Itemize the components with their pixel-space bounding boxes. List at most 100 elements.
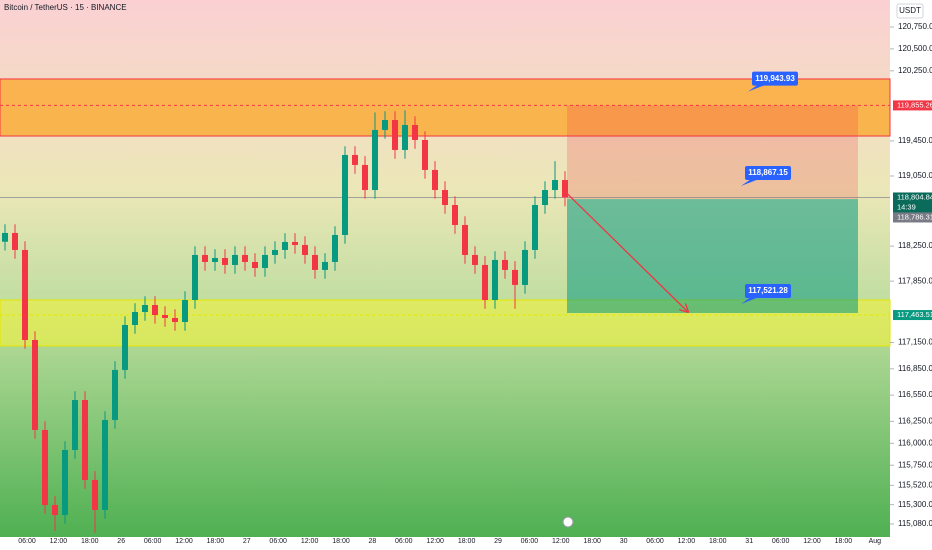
candle-body [432, 169, 438, 191]
candle-body [402, 124, 408, 150]
candle-body [452, 205, 458, 225]
price-tag [893, 212, 932, 223]
currency-box[interactable] [896, 3, 924, 19]
x-tick-label: 12:00 [803, 538, 821, 545]
chart-title: Bitcoin / TetherUS · 15 · BINANCE [4, 3, 127, 12]
x-tick-label: 06:00 [521, 538, 539, 545]
currency: USDT [899, 6, 921, 15]
x-tick-label: 12:00 [678, 538, 696, 545]
candle-body [472, 254, 478, 265]
stop-area [567, 105, 858, 200]
candle-body [412, 124, 418, 140]
y-tick-label: 115,080.00 [898, 519, 932, 528]
callout-tail [748, 84, 766, 92]
zone [0, 78, 891, 137]
x-tick-label: 12:00 [426, 538, 444, 545]
price-axis [890, 0, 932, 550]
x-tick-label: 06:00 [646, 538, 664, 545]
candle-body [232, 254, 238, 265]
candle-body [562, 180, 568, 198]
candle-body [262, 254, 268, 269]
candle-body [302, 244, 308, 255]
candle-body [222, 258, 228, 265]
x-tick-label: 12:00 [301, 538, 319, 545]
price-tag-time: 14:39 [897, 202, 916, 211]
candle-body [542, 190, 548, 206]
x-tick-label: 12:00 [552, 538, 570, 545]
candle-body [142, 305, 148, 313]
x-tick-label: 18:00 [81, 538, 99, 545]
callout-box [745, 283, 791, 298]
candle-body [312, 254, 318, 270]
candle-body [182, 300, 188, 323]
time-axis [0, 537, 890, 550]
x-tick-label: 06:00 [18, 538, 36, 545]
candle-body [12, 232, 18, 250]
callout-tail [741, 179, 759, 187]
x-tick-label: 31 [745, 538, 753, 545]
candle-body [552, 180, 558, 191]
candle-body [122, 324, 128, 370]
callout-box [745, 166, 791, 181]
price-tag [893, 192, 932, 213]
candle-body [282, 241, 288, 250]
candle-body [192, 254, 198, 301]
candle-body [152, 305, 158, 315]
x-tick-label: 29 [494, 538, 502, 545]
x-tick-label: 18:00 [207, 538, 225, 545]
y-tick-label: 120,250.00 [898, 66, 932, 75]
x-tick-label: 30 [620, 538, 628, 545]
candle-body [92, 479, 98, 511]
candle-body [82, 400, 88, 480]
price-tag-label: 118,786.31 [897, 212, 932, 221]
candle-body [372, 129, 378, 191]
y-tick-label: 119,450.00 [898, 136, 932, 145]
x-tick-label: 06:00 [269, 538, 287, 545]
candle-body [42, 429, 48, 506]
target-area [567, 199, 858, 313]
candle-body [162, 314, 168, 318]
x-tick-label: 06:00 [395, 538, 413, 545]
candle-body [322, 261, 328, 270]
candle-body [392, 119, 398, 150]
y-tick-label: 118,250.00 [898, 241, 932, 250]
candle-body [112, 369, 118, 420]
y-tick-label: 116,550.00 [898, 390, 932, 399]
candle-body [492, 259, 498, 301]
y-tick-label: 117,850.00 [898, 276, 932, 285]
candle-body [272, 249, 278, 255]
x-tick-label: Aug [869, 538, 882, 545]
y-tick-label: 116,850.00 [898, 364, 932, 373]
candle-body [462, 224, 468, 255]
y-tick-label: 116,000.00 [898, 438, 932, 447]
y-tick-label: 120,750.00 [898, 22, 932, 31]
candle-body [202, 254, 208, 262]
candle-body [212, 258, 218, 262]
candle-body [482, 264, 488, 301]
candle-body [32, 339, 38, 430]
event-icon[interactable] [562, 516, 574, 528]
candle-body [52, 505, 58, 516]
x-tick-label: 18:00 [835, 538, 853, 545]
x-tick-label: 18:00 [709, 538, 727, 545]
candle-body [362, 164, 368, 191]
candle-body [132, 312, 138, 325]
y-tick-label: 117,150.00 [898, 338, 932, 347]
candle-body [512, 269, 518, 285]
x-tick-label: 18:00 [332, 538, 350, 545]
callout-label: 118,867.15 [748, 168, 788, 177]
x-tick-label: 18:00 [583, 538, 601, 545]
y-tick-label: 116,250.00 [898, 417, 932, 426]
candle-body [342, 154, 348, 235]
candle-body [442, 190, 448, 206]
x-tick-label: 27 [243, 538, 251, 545]
callout-label: 119,943.93 [755, 74, 795, 83]
price-tag-label: 117,463.51 [897, 310, 932, 319]
x-tick-label: 18:00 [458, 538, 476, 545]
candle-body [332, 234, 338, 262]
candle-body [532, 205, 538, 250]
y-tick-label: 119,050.00 [898, 171, 932, 180]
candle-body [72, 400, 78, 450]
